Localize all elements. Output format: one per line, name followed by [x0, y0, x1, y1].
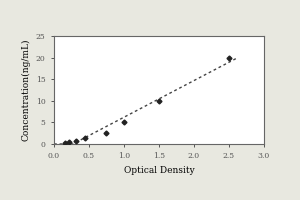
Y-axis label: Concentration(ng/mL): Concentration(ng/mL) [21, 39, 30, 141]
X-axis label: Optical Density: Optical Density [124, 166, 194, 175]
